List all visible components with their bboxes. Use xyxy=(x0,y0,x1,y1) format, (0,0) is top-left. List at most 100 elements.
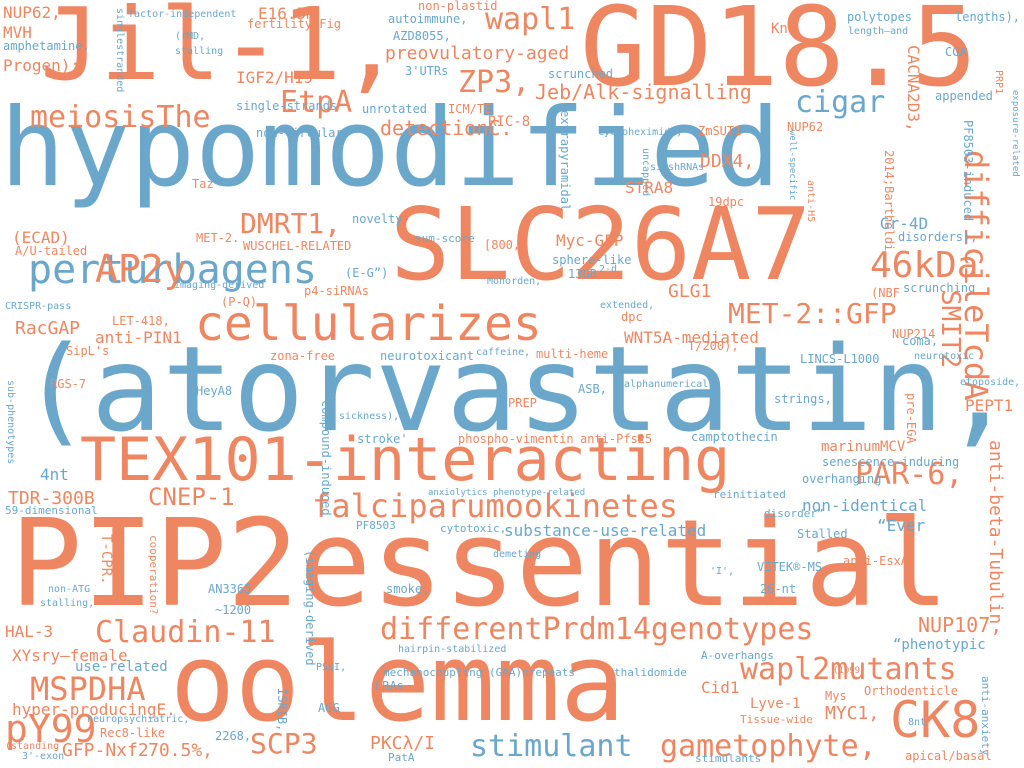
word-59-dimensional: 59-dimensional xyxy=(5,504,98,517)
word-nup62: NUP62, xyxy=(3,3,61,22)
word-overhanging: overhanging xyxy=(802,472,882,486)
word-800: [800, xyxy=(484,238,521,252)
word-pf8503: PF8503 xyxy=(356,519,396,532)
word-racgap: RacGAP xyxy=(15,318,81,339)
word-non-identical: non-identical xyxy=(802,496,928,515)
word-phenotypic: “phenotypic xyxy=(893,637,986,653)
word-tex101-interacting: TEX101-interacting xyxy=(80,425,731,495)
word-gr-4d: Gr-4D xyxy=(880,214,929,233)
word-pf8503-induced: PF8503-induced xyxy=(961,120,975,222)
word-wnt5a-mediated: WNT5A-mediated xyxy=(624,328,759,347)
word-demeting: demeting xyxy=(493,549,542,560)
word-myc-gfp: Myc-GFP xyxy=(556,231,624,250)
word-well-specific: well-specific xyxy=(787,130,797,201)
word-knk: Knk xyxy=(771,21,797,37)
word-agg: AGG xyxy=(318,701,340,715)
word-taz: Taz xyxy=(192,177,214,191)
word-myc1: MYC1, xyxy=(825,703,880,724)
word-fertility-fig: fertility.Fig xyxy=(247,17,341,31)
word-prep: PREP xyxy=(508,396,537,410)
word-8nt: 8nt xyxy=(908,717,927,728)
word-i: 'I', xyxy=(710,566,735,577)
word-phospho-vimentin: phospho-vimentin xyxy=(458,432,574,446)
word-monorden: Monorden, xyxy=(487,276,542,287)
word-isrib: ISRIB, xyxy=(275,688,289,732)
word-cellularizes: cellularizes xyxy=(195,296,542,352)
word-a-u-tailed: A/U-tailed xyxy=(15,244,88,258)
word-camptothecin: camptothecin xyxy=(691,430,778,444)
word-stra8: STRA8 xyxy=(625,178,674,197)
word-2268: 2268, xyxy=(215,729,252,743)
word-ric-8: RIC-8 xyxy=(488,114,531,130)
word-zp3: ZP3, xyxy=(458,65,531,100)
word-meiosisthe: meiosisThe xyxy=(30,100,211,135)
word-cigar: cigar xyxy=(795,85,886,120)
word-1200: ~1200 xyxy=(215,603,252,617)
word-imaging-derived: (imaging-derived xyxy=(303,550,317,666)
word-icm-te: ICM/TE xyxy=(448,102,492,116)
word-anti-pin1: anti-PIN1 xyxy=(95,328,182,347)
word-gametophyte: gametophyte, xyxy=(660,729,877,764)
word-preovulatory-aged: preovulatory-aged xyxy=(385,43,570,64)
word-2-d: 2-d xyxy=(599,264,618,275)
word-ever: “Ever xyxy=(877,516,926,535)
word-met-2: MET-2. xyxy=(196,231,240,245)
word-exposure-related: exposure-related xyxy=(1010,90,1020,177)
word-a-overhangs: A-overhangs xyxy=(701,649,774,662)
word-si-shrnas: si/shRNAs xyxy=(650,162,705,173)
word-lras: LRAs xyxy=(375,679,404,693)
word-wuschel-related: WUSCHEL-RELATED xyxy=(243,239,352,253)
word-stroke: stroke' xyxy=(357,432,408,446)
word-anti-pfs25: anti-Pfs25 xyxy=(580,432,653,446)
word-scp3: SCP3 xyxy=(250,727,318,760)
word-stimulants: stimulants xyxy=(695,752,762,765)
word-strings: strings, xyxy=(774,392,832,406)
word-rmd: (rMD, xyxy=(175,31,206,42)
word-mvh: MVH xyxy=(3,23,32,42)
word-apical-basal: apical/basal xyxy=(905,749,992,763)
word-3-exon: 3'-exon xyxy=(22,751,65,762)
word-smit2: SMIT2 xyxy=(935,290,965,369)
word-pept1: PEPT1 xyxy=(965,396,1014,415)
word-xysry-female: XYsry–female xyxy=(12,646,128,665)
word-orthodenticle: Orthodenticle xyxy=(864,684,958,698)
word-70-5: 70.5%, xyxy=(148,740,214,761)
word-mechanocoupling-gaa-nrepeats: mechanocoupling (GAA)nrepeats xyxy=(383,666,576,679)
word-jil-1: Jil-1, xyxy=(40,0,402,103)
word-etoposide: etoposide, xyxy=(960,377,1021,388)
word-cnep-1: CNEP-1 xyxy=(148,483,235,511)
word-neurotoxic: neurotoxic xyxy=(914,351,975,362)
word-thalidomide: thalidomide xyxy=(614,666,687,679)
word-alphanumerically: alphanumerically xyxy=(624,379,721,390)
word-hyper-producinge: hyper-producingE. xyxy=(12,700,176,719)
word-coma: coma, xyxy=(902,334,939,348)
word-3-utrs: 3'UTRs xyxy=(405,64,449,78)
word-igf2-h19: IGF2/H19 xyxy=(236,68,314,87)
word-sphere-like: sphere-like xyxy=(552,253,632,267)
word-nup214: NUP214 xyxy=(892,327,936,341)
word-disorder: disorder” xyxy=(764,507,824,520)
word-ap2y: AP2y xyxy=(95,247,187,291)
word-anti-esxa: anti-EsxA xyxy=(843,554,909,568)
word-2014-bartholdi: 2014;Bartholdi xyxy=(882,150,896,252)
word-neurotoxicant: neurotoxicant xyxy=(380,349,474,363)
word-1-309: 1,309 xyxy=(325,380,336,411)
word-hypomodified: hypomodified xyxy=(0,86,781,211)
word-lincs-l1000: LINCS-L1000 xyxy=(800,352,880,366)
word-gd18-5: GD18.5 xyxy=(580,0,978,111)
word-t-200: T/200), xyxy=(688,339,739,353)
word-ck8: CK8 xyxy=(890,691,981,749)
word-wapl2mutants: wapl2mutants xyxy=(740,652,957,687)
word-extended: extended, xyxy=(600,300,655,311)
word-zmsut1: ZmSUT1 xyxy=(698,124,742,138)
word-e-g: (E-G”) xyxy=(345,266,389,280)
word-nbf: (NBF xyxy=(871,286,900,300)
word-single-strands: single-strands xyxy=(236,99,338,113)
word-ddx4: DDX4, xyxy=(700,151,755,172)
word-singlestranded: singlestranded xyxy=(114,8,125,93)
word-marinummcv: marinumMCV xyxy=(821,439,906,455)
word-mspdha: MSPDHA xyxy=(30,670,146,708)
word-cid1: Cid1 xyxy=(701,678,740,697)
word-stalling: stalling, xyxy=(40,598,95,609)
word-substance-use-related: substance-use-related xyxy=(504,521,707,540)
